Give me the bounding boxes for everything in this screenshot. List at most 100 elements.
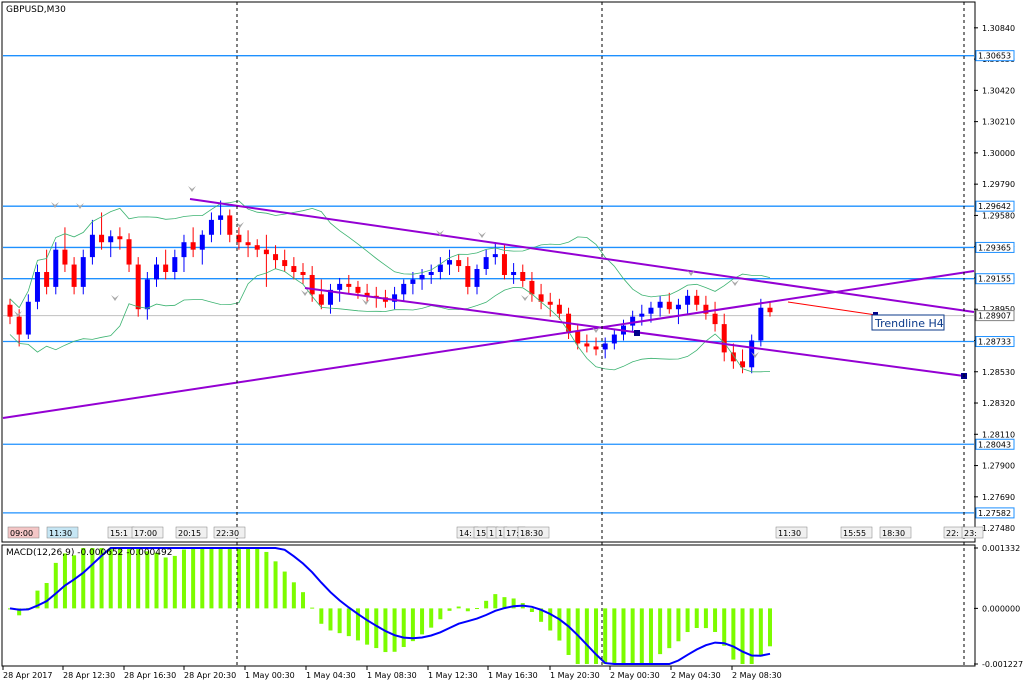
macd-histogram-bar — [484, 600, 489, 609]
candle-bull — [492, 254, 498, 258]
macd-histogram-bar — [108, 548, 113, 609]
macd-histogram-bar — [246, 548, 251, 609]
x-tick-label: 2 May 04:30 — [671, 671, 721, 680]
fractal-marker — [478, 232, 486, 238]
candle-bull — [648, 307, 654, 314]
macd-histogram-bar — [758, 608, 763, 657]
price-tick-label: 1.29790 — [982, 180, 1015, 189]
level-label-box — [975, 50, 1015, 62]
candle-bear — [273, 254, 279, 261]
level-label: 1.29365 — [978, 243, 1011, 252]
macd-histogram-bar — [456, 606, 461, 609]
candle-bear — [501, 254, 507, 275]
macd-layer — [8, 547, 772, 665]
candle-bear — [282, 260, 288, 267]
candle-bull — [611, 334, 617, 344]
candle-bear — [584, 343, 590, 347]
candle-bear — [126, 239, 132, 265]
macd-histogram-bar — [62, 553, 67, 609]
x-tick-label: 2 May 00:30 — [610, 671, 660, 680]
candle-bull — [181, 242, 187, 258]
x-tick-label: 1 May 16:30 — [488, 671, 538, 680]
fractal-marker — [751, 352, 759, 358]
candle-bull — [199, 234, 205, 250]
candle-bear — [71, 264, 77, 287]
fractal-marker — [76, 203, 84, 209]
price-tick-label: 1.28320 — [982, 399, 1015, 408]
macd-histogram-bar — [81, 548, 86, 609]
candle-bear — [364, 292, 370, 296]
channel-trendline — [2, 270, 975, 419]
level-label-box — [975, 507, 1015, 519]
macd-histogram-bar — [117, 548, 122, 609]
candle-bull — [154, 264, 160, 280]
time-marker-box — [131, 526, 164, 539]
macd-histogram-bar — [44, 583, 49, 609]
macd-histogram-bar — [255, 548, 260, 609]
candle-bear — [44, 272, 50, 287]
level-label-box — [975, 273, 1015, 285]
macd-histogram-bar — [291, 582, 296, 609]
candle-bull — [34, 272, 40, 302]
trendline-anchor — [634, 330, 640, 336]
time-marker-label: 22: — [946, 529, 959, 538]
macd-histogram-bar — [713, 608, 718, 632]
price-tick-label: 1.28530 — [982, 368, 1015, 377]
macd-histogram-bar — [768, 608, 772, 647]
channel-trendline — [189, 198, 975, 313]
macd-histogram-bar — [621, 608, 626, 664]
candle-bull — [685, 295, 691, 305]
candle-bull — [602, 343, 608, 350]
candle-bear — [163, 264, 169, 272]
fractal-marker — [521, 295, 529, 301]
macd-histogram-bar — [722, 608, 727, 646]
time-marker-box — [840, 526, 873, 539]
trendline-h4 — [787, 301, 877, 316]
level-label: 1.29642 — [978, 202, 1011, 211]
candle-bear — [703, 304, 709, 314]
time-marker-label: 17: — [506, 529, 519, 538]
time-marker-label: 1 — [489, 529, 494, 538]
x-tick-label: 1 May 04:30 — [306, 671, 356, 680]
candle-bear — [254, 245, 260, 250]
macd-histogram-bar — [200, 548, 205, 609]
candle-bear — [520, 272, 526, 281]
macd-histogram-bar — [172, 555, 177, 609]
candle-bull — [80, 257, 86, 287]
time-marker-box — [879, 526, 912, 539]
macd-histogram-bar — [539, 608, 544, 622]
candle-bull — [758, 307, 764, 341]
candle-bull — [483, 257, 489, 270]
x-tick-label: 28 Apr 12:30 — [63, 671, 115, 680]
macd-histogram-bar — [319, 608, 324, 624]
macd-histogram-bar — [127, 548, 132, 609]
macd-histogram-bar — [374, 608, 379, 649]
level-label-box — [975, 200, 1015, 212]
macd-histogram-bar — [310, 607, 315, 609]
candle-bull — [419, 274, 425, 280]
x-tick-label: 1 May 20:30 — [550, 671, 600, 680]
macd-histogram-bar — [346, 608, 351, 637]
candle-bear — [99, 234, 105, 243]
candle-bull — [749, 340, 755, 368]
macd-histogram-bar — [273, 561, 278, 609]
macd-histogram-bar — [639, 608, 644, 664]
candle-bear — [309, 274, 315, 295]
candle-bear — [16, 316, 22, 335]
x-tick-label: 2 May 08:30 — [732, 671, 782, 680]
candle-bull — [401, 283, 407, 295]
price-layer: Trendline H4 — [2, 55, 975, 514]
candle-bear — [538, 294, 544, 302]
level-label: 1.28043 — [978, 440, 1011, 449]
trendline-h4-label: Trendline H4 — [874, 317, 944, 330]
macd-signal-line — [9, 547, 771, 665]
bollinger-band — [9, 268, 771, 373]
fractal-marker — [362, 299, 370, 305]
x-tick-label: 1 May 08:30 — [367, 671, 417, 680]
candle-bear — [465, 266, 471, 287]
price-panel — [1, 1, 976, 543]
macd-histogram-bar — [136, 548, 141, 609]
price-tick-label: 1.27480 — [982, 524, 1015, 533]
fractal-marker — [436, 230, 444, 236]
